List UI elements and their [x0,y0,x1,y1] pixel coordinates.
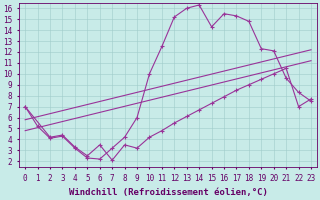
X-axis label: Windchill (Refroidissement éolien,°C): Windchill (Refroidissement éolien,°C) [69,188,268,197]
